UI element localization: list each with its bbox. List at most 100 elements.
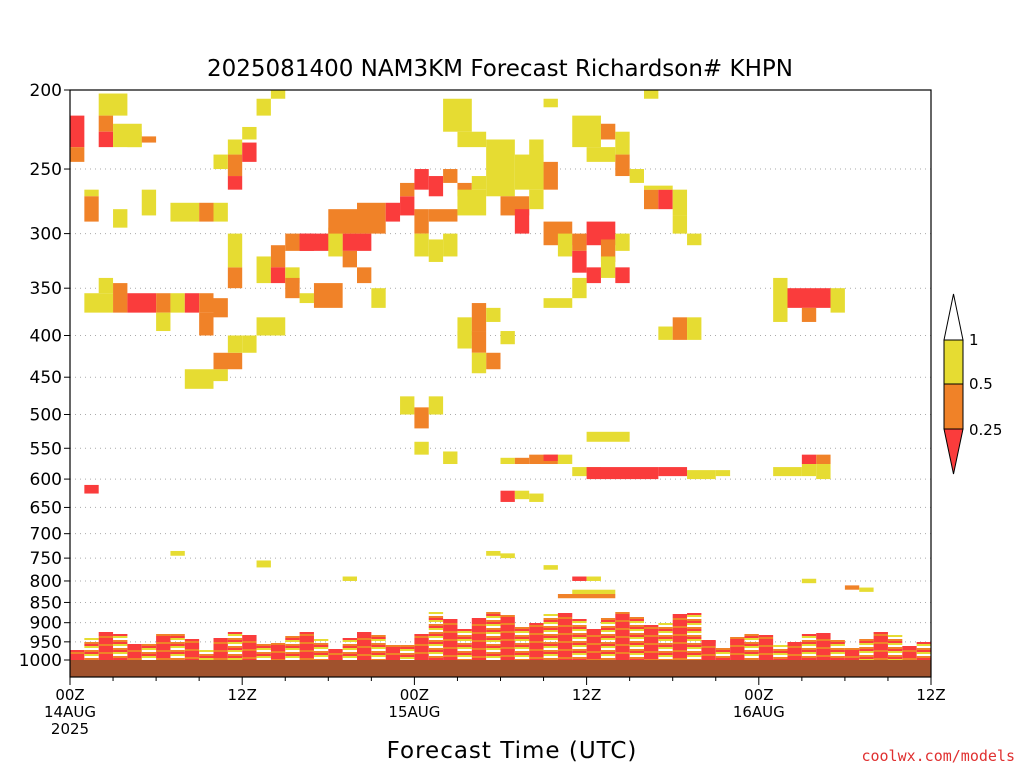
boundary-layer-cell — [572, 653, 587, 655]
boundary-layer-cell — [227, 640, 243, 642]
boundary-layer-cell — [213, 642, 228, 644]
ri-cell — [227, 267, 243, 289]
boundary-layer-cell — [543, 642, 558, 644]
boundary-layer-cell — [299, 654, 314, 656]
y-tick-label: 750 — [30, 549, 62, 569]
boundary-layer-cell — [414, 640, 429, 642]
boundary-layer-cell — [787, 650, 802, 652]
boundary-layer-cell — [500, 621, 515, 623]
boundary-layer-cell — [357, 648, 372, 650]
boundary-layer-cell — [629, 651, 644, 653]
boundary-layer-cell — [428, 636, 444, 638]
colorbar-tick-label: 0.25 — [969, 421, 1002, 439]
boundary-layer-cell — [242, 655, 257, 657]
boundary-layer-cell — [156, 634, 171, 636]
boundary-layer-cell — [127, 654, 142, 656]
boundary-layer-cell — [701, 656, 716, 658]
boundary-layer-cell — [299, 638, 314, 640]
boundary-layer-cell — [830, 656, 845, 658]
boundary-layer-cell — [98, 650, 114, 652]
boundary-layer-cell — [471, 626, 487, 628]
boundary-layer-cell — [744, 642, 759, 644]
ri-cell — [529, 493, 544, 502]
boundary-layer-cell — [543, 626, 558, 628]
boundary-layer-cell — [328, 649, 343, 651]
boundary-layer-cell — [127, 650, 142, 652]
boundary-layer-cell — [615, 656, 630, 658]
boundary-layer-cell — [902, 650, 917, 652]
boundary-layer-cell — [184, 657, 200, 659]
boundary-layer-cell — [902, 654, 917, 656]
boundary-layer-cell — [500, 635, 515, 637]
boundary-layer-cell — [615, 628, 630, 630]
ri-cell — [600, 123, 616, 140]
boundary-layer-cell — [687, 623, 702, 625]
ri-cell — [687, 470, 716, 480]
ri-cell — [98, 115, 114, 132]
boundary-layer-cell — [457, 653, 472, 655]
boundary-layer-cell — [629, 653, 644, 655]
colorbar-segment-orange — [943, 383, 964, 430]
boundary-layer-cell — [801, 648, 817, 650]
boundary-layer-cell — [170, 634, 185, 636]
boundary-layer-cell — [873, 632, 888, 634]
boundary-layer-cell — [529, 655, 544, 657]
boundary-layer-cell — [500, 637, 515, 639]
boundary-layer-cell — [543, 646, 558, 648]
boundary-layer-cell — [816, 647, 831, 649]
boundary-layer-cell — [730, 657, 745, 659]
ri-cell — [184, 293, 200, 313]
boundary-layer-cell — [486, 614, 501, 616]
ri-cell — [213, 369, 228, 382]
ri-cell — [830, 288, 845, 313]
boundary-layer-cell — [887, 641, 903, 643]
boundary-layer-cell — [486, 644, 501, 646]
boundary-layer-cell — [170, 636, 185, 638]
boundary-layer-cell — [615, 612, 630, 614]
boundary-layer-cell — [816, 651, 831, 653]
boundary-layer-cell — [242, 657, 257, 659]
boundary-layer-cell — [184, 645, 200, 647]
boundary-layer-cell — [113, 648, 128, 650]
boundary-layer-cell — [557, 647, 573, 649]
boundary-layer-cell — [213, 658, 228, 660]
boundary-layer-cell — [156, 648, 171, 650]
boundary-layer-cell — [514, 635, 530, 637]
boundary-layer-cell — [916, 652, 931, 654]
boundary-layer-cell — [242, 651, 257, 653]
boundary-layer-cell — [357, 650, 372, 652]
boundary-layer-cell — [557, 621, 573, 623]
boundary-layer-cell — [514, 637, 530, 639]
boundary-layer-cell — [859, 647, 874, 649]
boundary-layer-cell — [687, 629, 702, 631]
boundary-layer-cell — [816, 637, 831, 639]
boundary-layer-cell — [543, 628, 558, 630]
boundary-layer-cell — [586, 641, 601, 643]
boundary-layer-cell — [500, 619, 515, 621]
boundary-layer-cell — [299, 658, 314, 660]
boundary-layer-cell — [98, 638, 114, 640]
boundary-layer-cell — [887, 647, 903, 649]
boundary-layer-cell — [658, 631, 673, 633]
chart-title: 2025081400 NAM3KM Forecast Richardson# K… — [207, 56, 793, 82]
ri-cell — [127, 293, 157, 313]
boundary-layer-cell — [213, 650, 228, 652]
ri-cell — [801, 578, 817, 584]
boundary-layer-cell — [801, 650, 817, 652]
boundary-layer-cell — [644, 633, 659, 635]
ri-cell — [156, 293, 171, 313]
ri-cell — [615, 233, 630, 251]
boundary-layer-cell — [557, 657, 573, 659]
boundary-layer-cell — [385, 655, 401, 657]
boundary-layer-cell — [758, 649, 774, 651]
ri-cell — [787, 288, 831, 308]
boundary-layer-cell — [687, 655, 702, 657]
ri-cell — [557, 454, 573, 465]
boundary-layer-cell — [801, 640, 817, 642]
boundary-layer-cell — [600, 646, 616, 648]
boundary-layer-cell — [787, 652, 802, 654]
ri-cell — [486, 139, 515, 197]
boundary-layer-cell — [486, 616, 501, 618]
boundary-layer-cell — [84, 652, 99, 654]
boundary-layer-cell — [557, 613, 573, 615]
